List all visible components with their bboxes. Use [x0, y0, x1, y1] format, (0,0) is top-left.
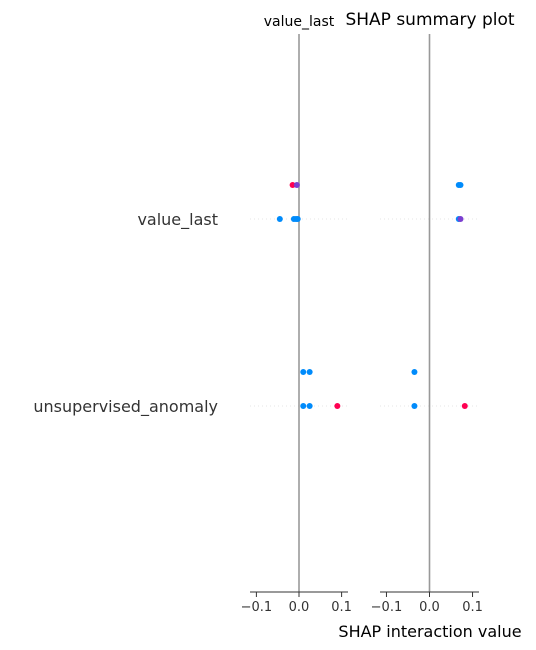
- point-unsupervised_anomaly-0-6: [300, 369, 307, 375]
- point-unsupervised_anomaly-0-9: [306, 403, 313, 409]
- scatter-points: [276, 182, 468, 409]
- point-value_last-1-1: [457, 182, 464, 188]
- feature-label-value_last: value_last: [137, 210, 218, 230]
- point-unsupervised_anomaly-1-5: [411, 403, 418, 409]
- chart-title: SHAP summary plot: [345, 10, 514, 30]
- point-unsupervised_anomaly-0-7: [306, 369, 313, 375]
- x-axis-label: SHAP interaction value: [338, 622, 521, 641]
- point-unsupervised_anomaly-1-6: [461, 403, 468, 409]
- feature-label-unsupervised_anomaly: unsupervised_anomaly: [33, 397, 218, 417]
- feature-grid-lines: [250, 218, 479, 407]
- point-value_last-0-0: [289, 182, 296, 188]
- x-tick-label-1-2: 0.1: [462, 600, 483, 615]
- x-tick-label-0-1: 0.0: [289, 600, 310, 615]
- feature-labels: value_last unsupervised_anomaly: [33, 210, 218, 417]
- x-tick-label-1-0: −0.1: [371, 600, 403, 615]
- point-value_last-1-3: [457, 216, 464, 222]
- point-unsupervised_anomaly-1-4: [411, 369, 418, 375]
- x-tick-label-1-1: 0.0: [419, 600, 440, 615]
- zero-lines: [298, 34, 431, 592]
- panel-title-value-last: value_last: [264, 14, 335, 30]
- point-unsupervised_anomaly-0-10: [334, 403, 341, 409]
- point-value_last-0-2: [276, 216, 283, 222]
- x-tick-label-0-2: 0.1: [331, 600, 352, 615]
- x-axes: −0.1 0.0 0.1 −0.1 0.0 0.1: [241, 591, 483, 615]
- x-tick-label-0-0: −0.1: [241, 600, 273, 615]
- point-value_last-0-1: [293, 182, 300, 188]
- point-unsupervised_anomaly-0-8: [300, 403, 307, 409]
- point-value_last-0-5: [294, 216, 301, 222]
